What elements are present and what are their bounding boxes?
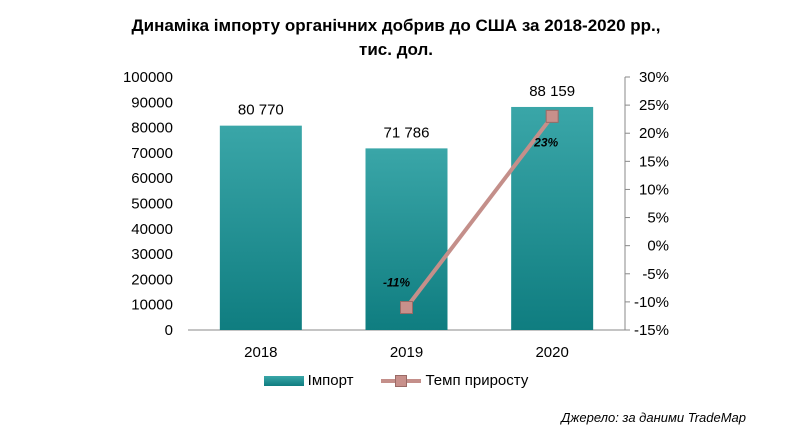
y-left-tick-label: 0 [165,322,173,339]
y-right-tick-label: 15% [639,153,669,170]
bar-data-label: 71 786 [384,124,430,141]
chart-title: Динаміка імпорту органічних добрив до СШ… [0,14,792,62]
chart-title-line-1: Динаміка імпорту органічних добрив до СШ… [131,16,661,35]
y-left-tick-label: 60000 [131,170,173,187]
y-right-tick-label: -10% [634,294,669,311]
chart-legend: Імпорт Темп приросту [0,372,792,389]
line-growth [404,115,554,309]
bar-data-label: 88 159 [529,83,575,100]
y-left-tick-label: 50000 [131,196,173,213]
marker-growth-2020 [545,109,559,123]
y-right-tick-label: 0% [647,238,669,255]
y-right-tick-label: 5% [647,210,669,227]
y-left-tick-label: 100000 [123,69,173,86]
y-right-tick-label: 25% [639,97,669,114]
x-tick-label: 2019 [390,344,423,361]
y-left-tick-label: 10000 [131,297,173,314]
x-tick-label: 2020 [535,344,568,361]
bar-import-2019 [365,148,448,330]
source-note: Джерело: за даними TradeMap [561,410,746,425]
y-left-tick-label: 70000 [131,145,173,162]
line-data-label: 23% [533,135,558,149]
legend-item-import: Імпорт [263,372,354,389]
legend-label-growth: Темп приросту [425,372,529,389]
legend-swatch-import [263,375,304,386]
y-right-tick-label: 30% [639,69,669,86]
legend-item-growth: Темп приросту [381,372,528,389]
y-right-tick-label: 20% [639,125,669,142]
y-right-tick-label: 10% [639,181,669,198]
marker-growth-2019 [400,301,413,315]
y-left-tick-label: 40000 [131,221,173,238]
chart-title-line-2: тис. дол. [359,40,433,59]
y-right-tick-label: -15% [634,322,669,339]
bar-data-label: 80 770 [238,102,284,119]
legend-swatch-growth [381,374,422,387]
y-left-tick-label: 90000 [131,94,173,111]
legend-label-import: Імпорт [307,372,354,389]
bar-import-2020 [511,106,594,330]
y-left-tick-label: 20000 [131,271,173,288]
x-tick-label: 2018 [244,344,277,361]
y-right-tick-label: -5% [642,266,669,283]
bar-import-2018 [219,125,302,330]
y-left-tick-label: 30000 [131,246,173,263]
y-left-tick-label: 80000 [131,120,173,137]
line-data-label: -11% [383,276,410,290]
